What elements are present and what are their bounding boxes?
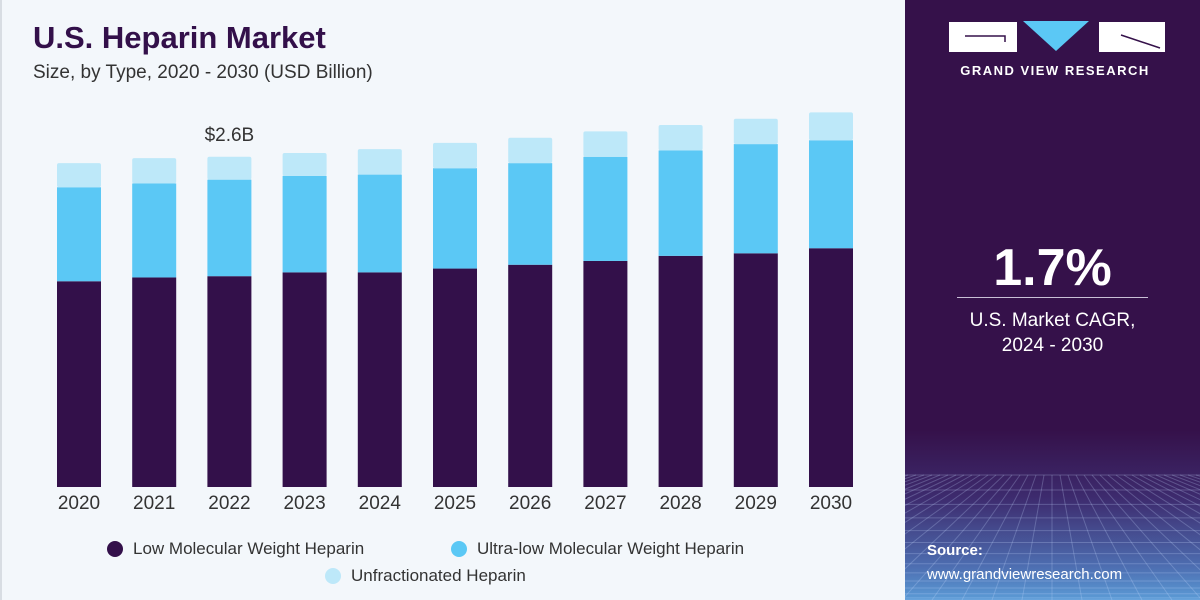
grid-line — [1099, 474, 1200, 571]
grid-line — [1131, 474, 1200, 515]
grid-line — [961, 474, 1029, 600]
sidebar-panel: GRAND VIEW RESEARCH 1.7% U.S. Market CAG… — [905, 0, 1200, 600]
bar-segment-2024-1 — [357, 174, 402, 273]
brand-name: GRAND VIEW RESEARCH — [960, 63, 1150, 78]
cagr-value: 1.7% — [993, 239, 1112, 297]
grid-line — [1059, 474, 1083, 600]
bar-segment-2023-1 — [282, 175, 327, 273]
bar-segment-2023-2 — [282, 152, 327, 176]
chart-subtitle: Size, by Type, 2020 - 2030 (USD Billion) — [33, 62, 373, 83]
x-tick-label: 2027 — [584, 493, 626, 514]
bar-segment-2026-2 — [508, 137, 553, 164]
grid-line — [1083, 474, 1173, 600]
bar-segment-2022-1 — [207, 179, 252, 277]
bar-segment-2022-2 — [207, 156, 252, 180]
bar-segment-2026-1 — [508, 163, 553, 265]
bar-segment-2024-0 — [357, 272, 402, 487]
cagr-label: U.S. Market CAGR, 2024 - 2030 — [905, 308, 1200, 358]
grid-line — [905, 474, 981, 523]
grid-line — [905, 474, 1013, 598]
x-tick-label: 2029 — [735, 493, 777, 514]
bar-segment-2027-0 — [583, 260, 628, 487]
bar-segment-2026-0 — [508, 264, 553, 487]
bar-segment-2029-1 — [733, 144, 778, 254]
grid-line — [905, 474, 997, 550]
bar-segment-2021-2 — [132, 158, 177, 184]
grid-line — [905, 474, 965, 507]
legend-swatch — [451, 541, 467, 557]
x-tick-label: 2025 — [434, 493, 476, 514]
legend-item-ulmwh: Ultra-low Molecular Weight Heparin — [451, 539, 744, 559]
bar-segment-2023-0 — [282, 272, 327, 487]
bar-segment-2027-1 — [583, 156, 628, 261]
grid-background — [905, 430, 1200, 600]
bar-segment-2025-1 — [433, 168, 477, 269]
legend-item-ufh: Unfractionated Heparin — [325, 566, 526, 586]
x-tick-label: 2020 — [58, 493, 100, 514]
cagr-label-line-1: U.S. Market CAGR, — [969, 310, 1136, 331]
bar-segment-2025-2 — [433, 142, 477, 169]
legend-label: Ultra-low Molecular Weight Heparin — [477, 539, 745, 558]
legend-item-lmwh: Low Molecular Weight Heparin — [107, 539, 364, 559]
x-tick-label: 2021 — [133, 493, 175, 514]
grid-line — [905, 474, 1005, 570]
bar-segment-2028-2 — [658, 125, 703, 151]
x-tick-label: 2026 — [509, 493, 551, 514]
grid-line — [1147, 474, 1200, 501]
legend-swatch — [325, 568, 341, 584]
grid-line — [905, 474, 973, 514]
legend-label: Unfractionated Heparin — [351, 566, 526, 585]
x-tick-label: 2028 — [659, 493, 701, 514]
grid-line — [905, 474, 957, 500]
data-label: $2.6B — [205, 125, 255, 146]
bar-segment-2021-0 — [132, 277, 177, 487]
bar-segment-2027-2 — [583, 131, 628, 157]
x-tick-label: 2023 — [283, 493, 325, 514]
source-url[interactable]: www.grandviewresearch.com — [927, 566, 1123, 583]
grand-view-research-logo — [949, 21, 1165, 52]
chart-panel: U.S. Heparin Market Size, by Type, 2020 … — [0, 0, 853, 600]
grid-line — [1067, 474, 1113, 600]
bar-segment-2025-0 — [433, 268, 477, 487]
x-tick-label: 2024 — [359, 493, 402, 514]
bar-segment-2029-2 — [733, 118, 778, 145]
grid-pattern — [905, 474, 1200, 600]
bar-segment-2020-1 — [57, 187, 101, 282]
grid-line — [991, 474, 1037, 600]
chart-title: U.S. Heparin Market — [33, 20, 326, 55]
bar-segment-2021-1 — [132, 183, 177, 278]
grid-line — [1115, 474, 1200, 536]
bar-segment-2020-0 — [57, 281, 101, 487]
bar-segment-2030-2 — [809, 112, 853, 141]
x-tick-label: 2030 — [810, 493, 852, 514]
legend-swatch — [107, 541, 123, 557]
bar-segment-2028-0 — [658, 255, 703, 487]
legend-label: Low Molecular Weight Heparin — [133, 539, 365, 558]
grid-line — [1021, 474, 1045, 600]
bar-segment-2028-1 — [658, 150, 703, 256]
grid-line — [1091, 474, 1200, 599]
bar-segment-2030-0 — [809, 248, 853, 487]
x-tick-label: 2022 — [208, 493, 250, 514]
source-label: Source: — [927, 542, 983, 559]
bar-segment-2029-0 — [733, 253, 778, 487]
grid-line — [1123, 474, 1200, 524]
bar-segment-2030-1 — [809, 140, 853, 249]
grid-line — [1139, 474, 1200, 507]
divider — [957, 297, 1148, 298]
grid-line — [1107, 474, 1200, 551]
bar-segment-2024-2 — [357, 149, 402, 175]
cagr-label-line-2: 2024 - 2030 — [1001, 335, 1104, 356]
stacked-bar-chart: 2020 2021 2022 $2.6B 2023 2024 2025 2026 2027 202… — [57, 112, 853, 514]
bar-segment-2020-2 — [57, 163, 101, 188]
grid-line — [1075, 474, 1143, 600]
grid-line — [905, 474, 989, 535]
bar-segment-2022-0 — [207, 276, 252, 487]
grid-line — [931, 474, 1021, 600]
